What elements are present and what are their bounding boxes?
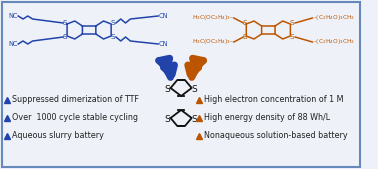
Text: NC: NC [9,13,18,19]
Text: H$_3$C(OC$_2$H$_4$)$_3$–: H$_3$C(OC$_2$H$_4$)$_3$– [192,38,234,46]
FancyBboxPatch shape [2,2,360,167]
Text: S: S [165,115,170,124]
Text: NC: NC [9,41,18,47]
Text: S: S [242,20,247,26]
Text: High energy density of 88 Wh/L: High energy density of 88 Wh/L [204,114,330,123]
Text: CN: CN [158,13,168,19]
Text: S: S [290,20,294,26]
Text: S: S [165,84,170,93]
Text: S: S [111,34,115,40]
Text: Over  1000 cycle stable cycling: Over 1000 cycle stable cycling [11,114,138,123]
Text: S: S [63,20,68,26]
Text: Aqueous slurry battery: Aqueous slurry battery [11,131,103,140]
Text: S: S [192,84,197,93]
Text: High electron concentration of 1 M: High electron concentration of 1 M [204,95,344,104]
Text: S: S [63,34,68,40]
Text: Nonaqueous solution-based battery: Nonaqueous solution-based battery [204,131,348,140]
Text: H$_3$C(OC$_2$H$_4$)$_3$–: H$_3$C(OC$_2$H$_4$)$_3$– [192,14,234,22]
Text: S: S [192,115,197,124]
Text: Suppressed dimerization of TTF: Suppressed dimerization of TTF [11,95,138,104]
Text: S: S [242,34,247,40]
Text: S: S [290,34,294,40]
Text: S: S [111,20,115,26]
Text: –(C$_2$H$_4$O)$_3$CH$_3$: –(C$_2$H$_4$O)$_3$CH$_3$ [313,38,355,46]
Text: CN: CN [158,41,168,47]
Text: –(C$_2$H$_4$O)$_3$CH$_3$: –(C$_2$H$_4$O)$_3$CH$_3$ [313,14,355,22]
